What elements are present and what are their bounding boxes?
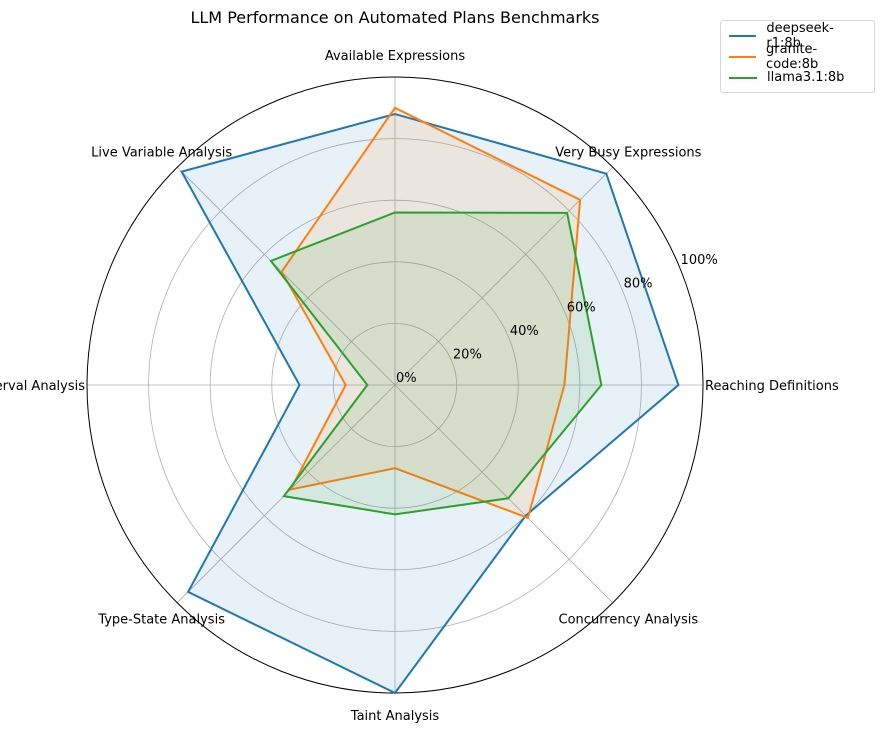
series-fill: [270, 212, 602, 515]
category-label: Very Busy Expressions: [555, 146, 701, 161]
radial-tick-label: 40%: [510, 324, 539, 339]
grid-spoke: [394, 384, 614, 604]
category-label: Live Variable Analysis: [91, 146, 232, 161]
series-fill: [281, 107, 581, 518]
legend-label: deepseek-r1:8b: [766, 20, 834, 51]
category-label: Interval Analysis: [0, 379, 85, 394]
legend-item: llama3.1:8b: [729, 67, 866, 88]
legend-swatch: [729, 55, 757, 58]
category-label: Reaching Definitions: [705, 379, 839, 394]
legend: deepseek-r1:8b granite-code:8b llama3.1:8b: [720, 20, 875, 93]
series-fill: [181, 114, 679, 693]
category-label: Taint Analysis: [350, 709, 440, 724]
legend-item: granite-code:8b: [729, 42, 866, 72]
radial-tick-label: 0%: [396, 371, 417, 386]
radial-tick-label: 100%: [681, 253, 718, 268]
chart-title: LLM Performance on Automated Plans Bench…: [190, 8, 599, 27]
category-label: Type-State Analysis: [97, 612, 225, 627]
series-line: [180, 112, 680, 695]
grid-spoke: [394, 166, 614, 386]
legend-item: deepseek-r1:8b: [729, 21, 866, 51]
axis-labels: 0% 20% 40% 60% 80% 100% Reaching Definitions Ve…: [0, 49, 839, 724]
series-line: [269, 211, 603, 516]
category-label: Concurrency Analysis: [559, 612, 699, 627]
legend-label: llama3.1:8b: [767, 70, 845, 85]
grid: [86, 76, 704, 694]
legend-label: granite-code:8b: [766, 41, 819, 72]
grid-spoke: [176, 166, 396, 386]
legend-swatch: [729, 34, 757, 37]
category-label: Available Expressions: [325, 49, 466, 64]
legend-swatch: [729, 76, 757, 79]
radial-tick-label: 20%: [453, 347, 482, 362]
radial-tick-label: 60%: [567, 300, 596, 315]
series-layer: [180, 106, 680, 695]
radial-tick-label: 80%: [624, 277, 653, 292]
